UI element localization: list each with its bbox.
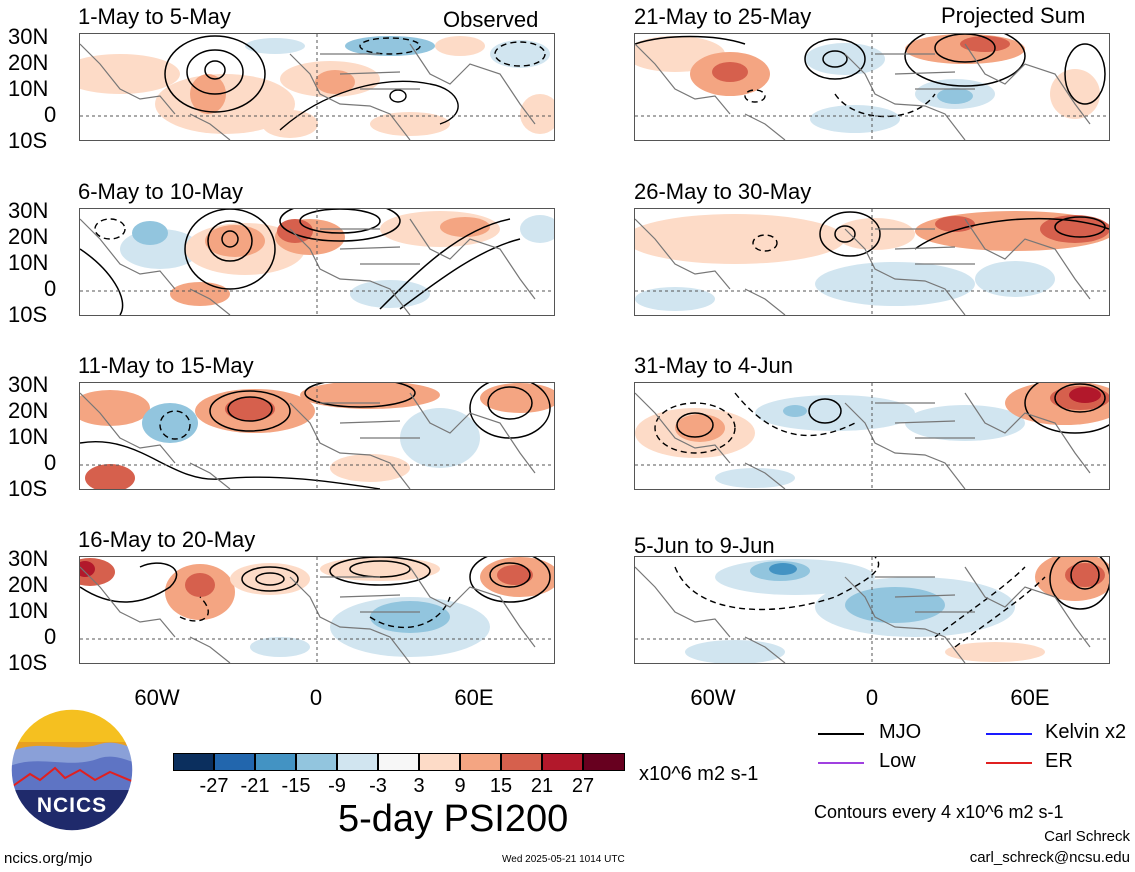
lat-label: 30N — [8, 198, 49, 223]
psi-field-map — [80, 34, 554, 140]
lon-label: 60E — [1010, 685, 1050, 710]
projected-sum-label: Projected Sum — [941, 3, 1086, 28]
psi-field-map — [635, 557, 1109, 663]
colorbar-swatch — [378, 753, 419, 771]
colorbar-swatch — [214, 753, 255, 771]
colorbar-swatch — [501, 753, 542, 771]
map-panel-5 — [634, 33, 1110, 141]
legend-line-er — [986, 762, 1032, 764]
colorbar-swatch — [255, 753, 296, 771]
colorbar-tick: -15 — [281, 775, 311, 797]
colorbar-tick: 27 — [571, 775, 595, 797]
colorbar-tick: -21 — [240, 775, 270, 797]
map-panel-7 — [634, 382, 1110, 490]
lat-label: 20N — [8, 50, 49, 75]
lat-label: 10S — [8, 476, 48, 501]
colorbar-tick: -27 — [199, 775, 229, 797]
colorbar-swatch — [542, 753, 583, 771]
observed-label: Observed — [443, 7, 539, 32]
lat-label: 20N — [8, 398, 49, 423]
lon-label: 60E — [454, 685, 494, 710]
map-panel-2 — [79, 208, 555, 316]
lat-label: 30N — [8, 372, 49, 397]
lat-label: 30N — [8, 546, 49, 571]
legend-line-kelvin — [986, 733, 1032, 735]
ncics-logo: NCICS — [10, 708, 134, 832]
map-panel-8 — [634, 556, 1110, 664]
map-panel-4 — [79, 556, 555, 664]
colorbar-swatch — [173, 753, 214, 771]
author-email[interactable]: carl_schreck@ncsu.edu — [969, 849, 1130, 866]
psi-field-map — [635, 209, 1109, 315]
legend-line-mjo — [818, 733, 864, 735]
legend-line-low — [818, 762, 864, 764]
colorbar-tick: 9 — [454, 775, 466, 797]
colorbar-tick: -3 — [369, 775, 387, 797]
colorbar-tick: 3 — [413, 775, 425, 797]
psi-field-map — [80, 209, 554, 315]
timestamp: Wed 2025-05-21 1014 UTC — [502, 854, 625, 865]
colorbar-swatch — [460, 753, 501, 771]
contours-note: Contours every 4 x10^6 m2 s-1 — [814, 802, 1064, 822]
psi-field-map — [635, 34, 1109, 140]
colorbar-swatch — [296, 753, 337, 771]
panel-title: 16-May to 20-May — [78, 527, 256, 552]
panel-title: 26-May to 30-May — [634, 179, 812, 204]
colorbar-swatch — [583, 753, 625, 771]
lon-label: 60W — [134, 685, 180, 710]
map-panel-6 — [634, 208, 1110, 316]
panel-title: 21-May to 25-May — [634, 4, 812, 29]
colorbar-tick: 15 — [489, 775, 513, 797]
legend-label: MJO — [879, 721, 922, 743]
colorbar-swatch — [419, 753, 460, 771]
logo-text: NCICS — [36, 794, 108, 817]
psi-field-map — [635, 383, 1109, 489]
lat-label: 0 — [44, 450, 57, 475]
legend-label: Kelvin x2 — [1045, 721, 1127, 743]
site-url[interactable]: ncics.org/mjo — [4, 850, 93, 867]
lat-label: 20N — [8, 224, 49, 249]
lat-label: 0 — [44, 624, 57, 649]
main-title: 5-day PSI200 — [338, 798, 569, 840]
logo-mountains-icon — [10, 708, 134, 832]
panel-title: 6-May to 10-May — [78, 179, 244, 204]
colorbar-swatch — [337, 753, 378, 771]
map-panel-1 — [79, 33, 555, 141]
legend-label: ER — [1045, 750, 1073, 772]
lat-label: 10N — [8, 76, 49, 101]
colorbar-tick: -9 — [328, 775, 346, 797]
lat-label: 10S — [8, 650, 48, 675]
panel-title: 5-Jun to 9-Jun — [634, 533, 775, 558]
legend-label: Low — [879, 750, 916, 772]
colorbar-units: x10^6 m2 s-1 — [639, 763, 759, 785]
lat-label: 30N — [8, 24, 49, 49]
psi-field-map — [80, 557, 554, 663]
lat-label: 10N — [8, 598, 49, 623]
lon-label: 60W — [690, 685, 736, 710]
map-panel-3 — [79, 382, 555, 490]
panel-title: 11-May to 15-May — [78, 353, 254, 378]
lon-label: 0 — [865, 685, 879, 710]
psi-field-map — [80, 383, 554, 489]
lat-label: 10N — [8, 250, 49, 275]
lon-label: 0 — [309, 685, 323, 710]
lat-label: 10S — [8, 302, 48, 327]
lat-label: 10N — [8, 424, 49, 449]
lat-label: 0 — [44, 102, 57, 127]
panel-title: 1-May to 5-May — [78, 4, 231, 29]
panel-title: 31-May to 4-Jun — [634, 353, 793, 378]
lat-label: 0 — [44, 276, 57, 301]
lat-label: 20N — [8, 572, 49, 597]
author-name: Carl Schreck — [1044, 828, 1130, 845]
colorbar-tick: 21 — [530, 775, 554, 797]
lat-label: 10S — [8, 128, 48, 153]
